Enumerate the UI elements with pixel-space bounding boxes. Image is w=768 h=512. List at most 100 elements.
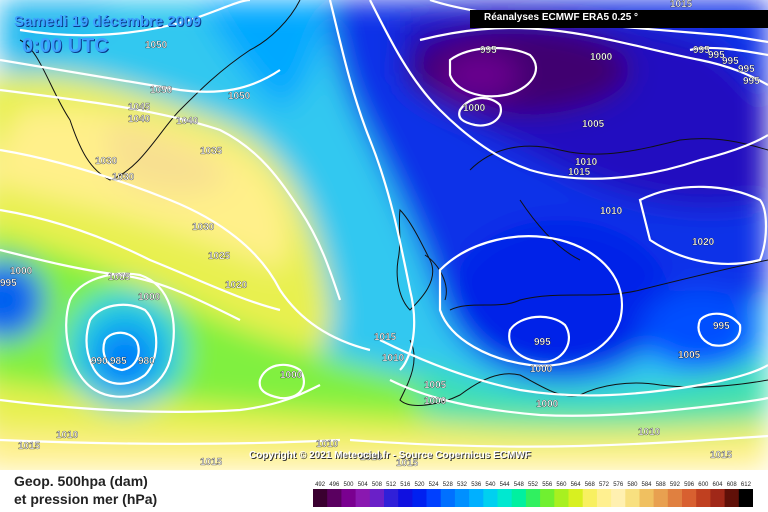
pressure-label: 985	[110, 356, 127, 367]
pressure-label: 1000	[530, 364, 553, 375]
pressure-label: 1010	[56, 430, 79, 441]
color-scale-swatch	[582, 489, 598, 507]
color-scale-swatch	[525, 489, 541, 507]
pressure-label: 980	[138, 356, 155, 367]
color-scale-ticks: 492 496 500 504 508 512 516 520 524 528 532 536 540 5…	[315, 482, 751, 488]
pressure-label: 1015	[18, 441, 41, 452]
pressure-label: 1030	[112, 172, 135, 183]
pressure-label: 1010	[575, 157, 598, 168]
color-scale-tick: 560	[556, 482, 567, 488]
color-scale-tick: 532	[457, 482, 468, 488]
color-scale-tick: 596	[684, 482, 695, 488]
pressure-label: 1005	[582, 119, 605, 130]
pressure-label: 995	[713, 321, 730, 332]
color-scale-swatch	[667, 489, 683, 507]
color-scale-tick: 492	[315, 482, 326, 488]
pressure-label: 1045	[128, 102, 151, 113]
pressure-label: 1000	[138, 292, 161, 303]
color-scale-swatch	[738, 489, 753, 507]
color-scale-tick: 592	[670, 482, 681, 488]
map-time: 0:00 UTC	[22, 35, 109, 57]
pressure-label: 1040	[176, 116, 199, 127]
color-scale-swatches	[313, 489, 753, 507]
color-scale-swatch	[313, 489, 328, 507]
color-scale-swatch	[653, 489, 669, 507]
color-scale-tick: 496	[329, 482, 340, 488]
color-scale-swatch	[327, 489, 342, 507]
isolines	[0, 0, 768, 447]
pressure-label: 1000	[536, 399, 559, 410]
pressure-label: 1000	[590, 52, 613, 63]
color-scale-swatch	[554, 489, 569, 507]
pressure-label: 1020	[225, 280, 248, 291]
pressure-label: 1050	[228, 91, 251, 102]
color-scale-tick: 516	[400, 482, 411, 488]
color-scale-swatch	[398, 489, 413, 507]
pressure-label: 1040	[128, 114, 151, 125]
color-scale-tick: 580	[627, 482, 638, 488]
color-scale-swatch	[483, 489, 498, 507]
pressure-label: 1020	[692, 237, 715, 248]
color-scale-swatch	[625, 489, 640, 507]
pressure-label: 1015	[670, 0, 693, 10]
color-scale-swatch	[596, 489, 612, 507]
pressure-label: 1000	[280, 370, 303, 381]
color-scale-swatch	[341, 489, 357, 507]
color-scale-tick: 536	[471, 482, 482, 488]
pressure-label: 1010	[600, 206, 623, 217]
pressure-label: 1015	[374, 332, 397, 343]
color-scale-tick: 512	[386, 482, 397, 488]
color-scale-swatch	[710, 489, 726, 507]
pressure-label: 1015	[710, 450, 733, 461]
pressure-label: 990	[91, 356, 108, 367]
pressure-label: 995	[738, 64, 755, 75]
pressure-label: 1010	[360, 452, 383, 463]
pressure-label: 995	[534, 337, 551, 348]
geopotential-fill	[0, 0, 768, 470]
legend-title-geopotential: Geop. 500hpa (dam)	[14, 473, 148, 489]
pressure-label: 995	[0, 278, 17, 289]
color-scale-tick: 552	[528, 482, 539, 488]
pressure-label: 995	[722, 56, 739, 67]
pressure-label: 1010	[316, 439, 339, 450]
color-scale-swatch	[469, 489, 484, 507]
color-scale-swatch	[682, 489, 697, 507]
copyright-notice: Copyright © 2021 Meteociel.fr - Source C…	[249, 450, 531, 461]
pressure-label: 1050	[150, 85, 173, 96]
color-scale-tick: 588	[656, 482, 667, 488]
pressure-label: 1005	[678, 350, 701, 361]
color-scale-tick: 608	[727, 482, 738, 488]
color-scale-swatch	[511, 489, 527, 507]
pressure-label: 995	[480, 45, 497, 56]
color-scale-tick: 572	[599, 482, 610, 488]
color-scale-swatch	[540, 489, 555, 507]
color-scale-swatch	[611, 489, 626, 507]
color-scale-swatch	[440, 489, 456, 507]
color-scale-tick: 524	[429, 482, 440, 488]
color-scale-tick: 548	[514, 482, 525, 488]
color-scale-tick: 612	[741, 482, 752, 488]
pressure-label: 1015	[200, 457, 223, 468]
color-scale-tick: 544	[500, 482, 511, 488]
pressure-label: 995	[708, 50, 725, 61]
pressure-label: 1030	[192, 222, 215, 233]
pressure-labels: 1050 1050 1050 1045 1040 1040 1035 1030 …	[0, 0, 760, 469]
pressure-label: 1015	[396, 458, 419, 469]
color-scale-tick: 568	[585, 482, 596, 488]
color-scale: 492 496 500 504 508 512 516 520 524 528 532 536 540 5…	[313, 482, 753, 507]
color-scale-swatch	[384, 489, 399, 507]
pressure-label: 995	[693, 45, 710, 56]
color-scale-swatch	[497, 489, 513, 507]
color-scale-tick: 504	[358, 482, 369, 488]
color-scale-swatch	[412, 489, 428, 507]
color-scale-tick: 564	[571, 482, 582, 488]
pressure-label: 1005	[108, 272, 131, 283]
source-banner	[470, 10, 768, 28]
pressure-label: 1010	[382, 353, 405, 364]
pressure-label: 1005	[678, 350, 701, 361]
color-scale-swatch	[454, 489, 470, 507]
color-scale-tick: 556	[542, 482, 553, 488]
pressure-label: 995	[743, 76, 760, 87]
pressure-label: 1000	[424, 396, 447, 407]
